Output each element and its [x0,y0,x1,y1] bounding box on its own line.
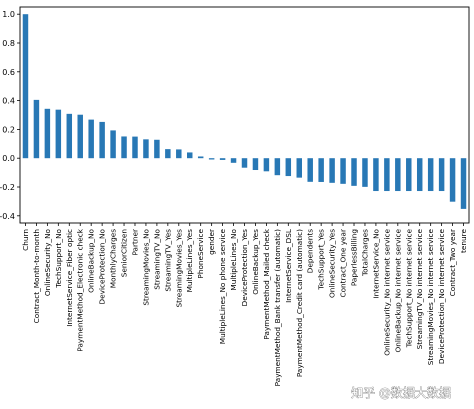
bar [55,109,62,159]
x-tick-label: MultipleLines_No phone service [218,229,227,345]
x-tick-label: StreamingMovies_No [141,228,150,305]
x-tick-label: tenure [459,228,468,252]
bar [406,158,412,192]
bar [252,158,259,171]
x-tick-label: TotalCharges [360,229,369,277]
axis-layer: -0.4 -0.2 0.0 0.2 0.4 0.6 0.8 1.0 [0,10,464,226]
x-tick-label: PaymentMethod_Electronic check [76,228,85,351]
bar [274,158,281,176]
bar [154,139,160,159]
watermark-text: 知乎 @数据大数据 [351,385,451,400]
bar [384,158,390,192]
bar [33,99,40,159]
x-tick-label: StreamingMovies_No internet service [426,228,435,365]
x-tick-label: StreamingTV_No internet service [415,229,424,350]
y-tick-label: 0.0 [2,154,15,163]
bar [373,158,379,192]
x-tick-label: MultipleLines_No [229,228,238,290]
x-tick-label: PaymentMethod_Bank transfer (automatic) [273,229,282,386]
bar [197,156,204,159]
x-tick-label: DeviceProtection_Yes [240,229,249,306]
x-tick-label: StreamingTV_Yes [163,229,172,292]
bar [307,158,313,182]
bar [362,158,368,187]
x-tick-label: OnlineBackup_No internet service [393,228,402,352]
bar [121,136,127,159]
x-tick-label: PaperlessBilling [350,229,359,286]
x-tick-label: PaymentMethod_Mailed check [262,228,271,339]
x-tick-label: OnlineBackup_No [87,228,96,292]
x-tick-label: OnlineBackup_Yes [251,229,260,295]
x-tick-label: gender [207,229,216,255]
bar [427,158,434,192]
x-tick-label: Contract_Month-to-month [32,229,41,323]
bar [187,152,193,159]
bar-series [22,14,467,209]
bar [219,158,226,160]
bar [110,130,116,159]
x-tick-label: DeviceProtection_No internet service [437,229,446,365]
bar [132,136,138,159]
x-tick-label: InternetService_DSL [284,228,293,303]
y-tick-label: 1.0 [2,10,15,19]
bar [263,158,270,172]
y-tick-label: -0.2 [0,183,15,192]
x-tick-label: StreamingTV_No [152,228,161,289]
x-tick-label: MultipleLines_Yes [185,229,194,293]
bar [416,158,423,192]
x-tick-label: DeviceProtection_No [98,228,107,304]
bar [88,119,94,159]
bar [44,108,51,159]
bar [285,158,292,177]
bar [208,158,215,160]
x-tick-label: Contract_One year [339,229,348,298]
y-tick-label: 0.4 [2,97,15,106]
bar [329,158,335,183]
x-tick-label: OnlineSecurity_Yes [328,229,337,298]
x-tick-label: OnlineSecurity_No internet service [382,228,391,355]
x-tick-label: Contract_Two year [448,229,457,296]
x-tick-label: Churn [21,229,30,251]
bar [143,139,149,159]
bar [66,113,73,159]
x-tick-label: InternetService_Fiber optic [65,229,74,327]
bar [318,158,324,182]
bar [351,158,357,186]
x-tick-label: TechSupport_Yes [317,229,326,291]
x-tick-label: OnlineSecurity_No [43,228,52,296]
bar [230,158,237,163]
bar [77,114,83,159]
bar [22,14,29,159]
bar [176,149,182,159]
x-tick-label: PaymentMethod_Credit card (automatic) [295,229,304,377]
x-tick-label: TechSupport_No internet service [404,228,413,348]
bar [165,149,171,159]
x-tick-label: Partner [130,229,139,256]
bar [99,121,105,159]
y-tick-label: 0.2 [2,125,15,134]
bar [449,158,456,202]
x-tick-labels: Churn Contract_Month-to-month OnlineSecuri… [21,228,468,386]
bar [438,158,445,192]
bar [241,158,248,168]
bar [340,158,346,184]
x-tick-label: Dependents [306,229,315,273]
bar [296,158,302,178]
x-tick-label: InternetService_No [371,228,380,298]
x-tick-label: StreamingMovies_Yes [174,229,183,308]
bar [395,158,401,192]
x-tick-label: MonthlyCharges [109,229,118,288]
x-tick-label: PhoneService [196,228,205,278]
x-tick-label: SeniorCitizen [120,229,129,277]
bar [460,158,467,209]
y-tick-label: -0.4 [0,212,15,221]
y-tick-label: 0.6 [2,68,15,77]
watermark: 知乎 @数据大数据 [351,385,451,401]
x-tick-label: TechSupport_No [54,228,63,288]
y-tick-label: 0.8 [2,39,15,48]
